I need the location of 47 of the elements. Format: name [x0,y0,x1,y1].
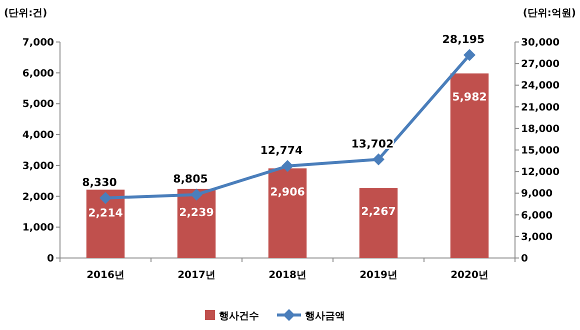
point [100,192,112,204]
data-label: 2,239 [179,206,214,219]
y2-tick-label: 18,000 [521,124,560,135]
data-label: 8,330 [82,176,118,190]
y2-tick-label: 12,000 [521,167,560,178]
y-tick-label: 2,000 [22,192,54,203]
data-label: 28,195 [442,32,485,46]
point [464,48,476,61]
y2-tick-label: 27,000 [521,59,560,70]
bar [359,188,398,258]
data-label: 8,805 [173,172,208,186]
x-tick-label: 2020년 [450,270,488,281]
x-tick-label: 2018년 [268,270,306,281]
y2-tick-label: 24,000 [521,80,560,92]
point [282,160,294,172]
data-label: 5,982 [452,90,487,104]
bar [268,168,307,258]
data-label: 2,267 [361,205,396,218]
y2-tick-label: 0 [521,254,528,264]
bar [450,73,489,258]
legend-label: 행사건수 [219,311,259,322]
x-tick-label: 2017년 [178,270,216,281]
bar [86,190,125,258]
data-label: 12,774 [260,144,304,158]
y2-tick-label: 21,000 [521,102,560,114]
y-tick-label: 4,000 [22,130,54,142]
y-tick-label: 3,000 [22,160,54,172]
data-label: 2,906 [270,185,306,198]
y2-tick-label: 30,000 [521,38,560,48]
x-tick-label: 2016년 [86,270,124,281]
x-tick-label: 2019년 [360,270,398,281]
y2-tick-label: 9,000 [521,188,553,200]
y-tick-label: 6,000 [22,68,54,80]
legend-label: 행사금액 [305,311,345,322]
point [190,188,202,201]
bar [177,188,216,258]
y2-tick-label: 3,000 [521,232,553,243]
y-tick-label: 7,000 [22,38,54,48]
data-label: 2,214 [88,206,124,220]
y-tick-label: 0 [47,254,54,264]
y-axis-title: (단위:건) [4,8,48,19]
y2-tick-label: 6,000 [521,210,553,222]
point [372,153,384,166]
y2-tick-label: 15,000 [521,146,560,156]
y-tick-label: 1,000 [22,222,54,234]
y-tick-label: 5,000 [22,99,54,110]
y2-axis-title: (단위:억원) [522,8,576,19]
